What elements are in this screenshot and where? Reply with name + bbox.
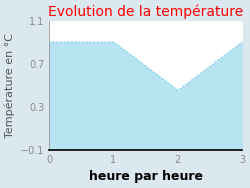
- X-axis label: heure par heure: heure par heure: [88, 170, 202, 183]
- Title: Evolution de la température: Evolution de la température: [48, 5, 243, 19]
- Y-axis label: Température en °C: Température en °C: [5, 33, 15, 138]
